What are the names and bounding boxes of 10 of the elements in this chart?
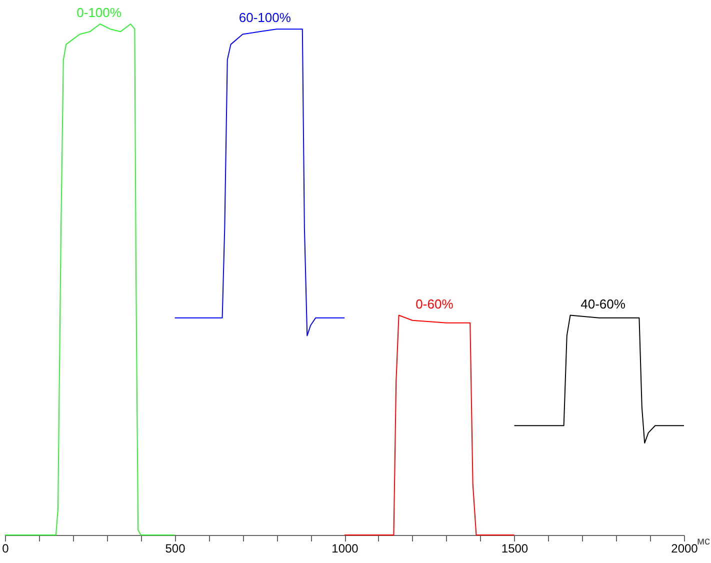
x-tick-label: 2000	[671, 542, 698, 556]
series-label: 0-100%	[76, 5, 122, 20]
series-label: 0-60%	[416, 296, 454, 312]
series-label: 40-60%	[580, 296, 626, 312]
x-tick-label: 0	[2, 542, 10, 556]
x-axis-title: мс	[696, 536, 711, 548]
series-label: 60-100%	[238, 10, 292, 26]
x-tick-label: 1000	[332, 542, 359, 556]
x-tick-label: 1500	[501, 542, 528, 556]
x-tick-label: 500	[165, 542, 186, 556]
